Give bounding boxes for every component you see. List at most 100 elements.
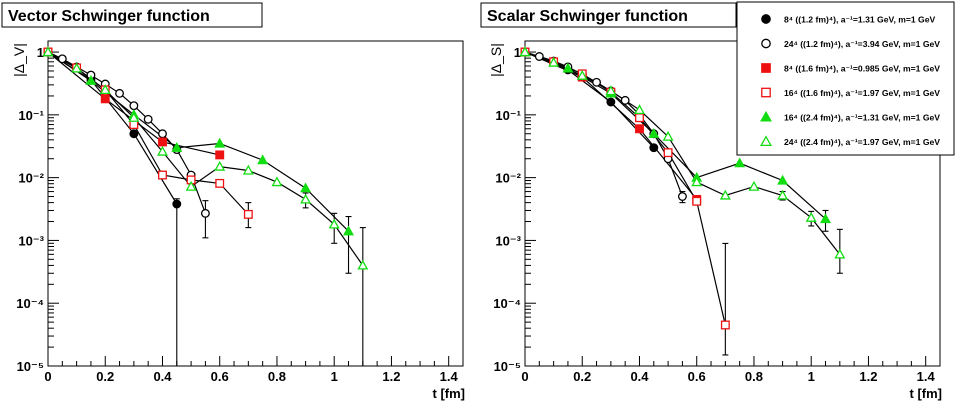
- y-tick-label: 10⁻²: [495, 171, 521, 186]
- legend-label: 8⁴ ((1.6 fm)⁴), a⁻¹=0.985 GeV, m=1 GeV: [784, 64, 940, 74]
- series-line: [524, 51, 655, 149]
- data-point: [243, 209, 253, 219]
- x-tick-label: 0.2: [573, 369, 591, 384]
- x-tick-label: 1: [331, 369, 338, 384]
- data-point: [71, 62, 83, 73]
- data-point: [85, 74, 97, 85]
- x-tick-label: 1.2: [382, 369, 400, 384]
- legend-box: [736, 1, 955, 156]
- series-line: [524, 51, 698, 200]
- data-point: [214, 160, 226, 171]
- legend-label: 16⁴ ((2.4 fm)⁴), a⁻¹=1.31 GeV, m=1 GeV: [784, 113, 940, 123]
- data-point: [761, 63, 771, 73]
- y-tick-label: 10⁻⁵: [494, 359, 521, 374]
- y-tick-label: 10⁻⁴: [16, 296, 44, 311]
- data-point: [562, 62, 574, 73]
- data-point: [215, 178, 225, 188]
- data-point: [620, 95, 630, 105]
- x-tick-label: 0.4: [153, 369, 172, 384]
- data-point: [635, 124, 644, 134]
- data-point: [777, 174, 789, 185]
- x-tick-label: 0.8: [268, 369, 286, 384]
- x-tick-label: 0.6: [211, 369, 229, 384]
- chart-panel-vector: Vector Schwinger function 0 0.2 0.4 0.6 0.8 1…: [1, 2, 466, 401]
- data-point: [57, 54, 67, 64]
- chart-title: Vector Schwinger function: [8, 8, 210, 25]
- series-line: [47, 51, 349, 232]
- data-point: [734, 157, 746, 168]
- series-line: [47, 51, 206, 214]
- data-point: [115, 88, 125, 98]
- data-point: [214, 137, 226, 148]
- y-axis-label: |Δ_V|: [11, 43, 27, 77]
- series-line: [47, 51, 364, 266]
- data-point: [300, 193, 312, 204]
- data-point: [200, 208, 210, 218]
- data-point: [605, 85, 617, 96]
- x-tick-label: 0.8: [745, 369, 763, 384]
- axes: 0 0.2 0.4 0.6 0.8 1 1.2 1.4 1 10⁻¹ 10⁻² 10⁻³ 10⁻⁴ 10⁻…: [493, 45, 935, 384]
- data-point: [719, 189, 731, 200]
- axes: 0 0.2 0.4 0.6 0.8 1 1.2 1.4 1 10⁻¹ 10⁻² 10⁻³ 10⁻⁴ 10⁻…: [16, 45, 458, 384]
- data-point: [143, 114, 153, 124]
- series-line: [524, 51, 683, 197]
- x-axis-label: t [fm]: [910, 386, 943, 401]
- x-tick-label: 1.2: [859, 369, 877, 384]
- data-point: [662, 130, 674, 141]
- data-point: [271, 176, 283, 187]
- y-tick-label: 10⁻²: [18, 171, 44, 186]
- y-axis-label: |Δ_S|: [488, 43, 504, 77]
- data-point: [171, 141, 183, 152]
- data-point: [158, 170, 167, 180]
- y-tick-label: 10⁻³: [18, 233, 44, 248]
- x-tick-label: 0.4: [630, 369, 649, 384]
- data-point: [42, 46, 54, 57]
- data-point: [357, 259, 369, 270]
- data-point: [215, 150, 225, 160]
- data-point: [99, 84, 111, 95]
- data-point: [548, 56, 560, 67]
- data-point: [129, 129, 139, 139]
- data-point: [761, 87, 771, 98]
- data-point: [649, 143, 659, 153]
- legend-label: 24⁴ ((2.4 fm)⁴), a⁻¹=1.97 GeV, m=1 GeV: [784, 137, 940, 147]
- data-point: [761, 14, 771, 24]
- chart-panel-scalar: Scalar Schwinger function 0 0.2 0.4 0.6 0.8 1…: [480, 2, 943, 401]
- x-tick-label: 0.2: [96, 369, 114, 384]
- data-point: [328, 218, 340, 229]
- x-axis-label: t [fm]: [433, 386, 466, 401]
- x-tick-label: 1: [808, 369, 815, 384]
- data-point: [519, 46, 531, 57]
- data-point: [257, 154, 269, 165]
- x-tick-label: 0: [521, 369, 528, 384]
- data-point: [820, 213, 831, 224]
- data-point: [157, 145, 168, 156]
- y-tick-label: 10⁻³: [495, 233, 521, 248]
- x-tick-label: 0: [44, 369, 51, 384]
- legend-entries: 8⁴ ((1.2 fm)⁴), a⁻¹=1.31 GeV, m=1 GeV 24⁴…: [760, 14, 940, 147]
- data-point: [185, 180, 197, 191]
- x-tick-label: 1.4: [917, 369, 936, 384]
- data-point: [534, 52, 544, 61]
- data-point: [748, 180, 760, 191]
- data-markers: [519, 46, 846, 330]
- data-point: [805, 212, 817, 222]
- data-point: [834, 248, 846, 259]
- data-markers: [42, 46, 369, 270]
- error-bars: [679, 191, 843, 356]
- data-point: [576, 70, 588, 80]
- plot-frame: [47, 40, 464, 367]
- data-point: [761, 38, 771, 49]
- data-point: [158, 137, 167, 147]
- y-tick-label: 1: [514, 45, 521, 60]
- legend-label: 24⁴ ((1.2 fm)⁴), a⁻¹=3.94 GeV, m=1 GeV: [784, 39, 940, 49]
- y-tick-label: 10⁻⁴: [493, 296, 521, 311]
- data-point: [158, 129, 167, 139]
- y-tick-label: 10⁻¹: [18, 108, 44, 123]
- data-point: [634, 104, 645, 115]
- data-point: [760, 110, 772, 122]
- data-point: [691, 176, 703, 187]
- data-point: [777, 189, 789, 200]
